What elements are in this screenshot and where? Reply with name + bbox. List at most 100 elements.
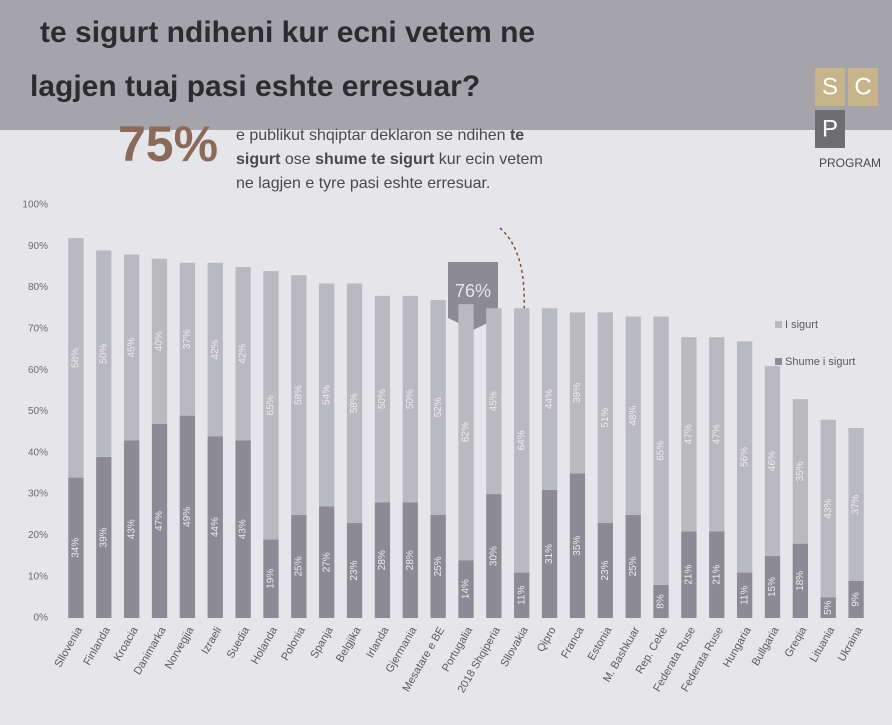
value-label: 52% <box>433 397 444 417</box>
title-band <box>0 0 892 130</box>
bar-segment <box>597 523 613 618</box>
y-tick-label: 50% <box>28 406 48 417</box>
y-tick-label: 10% <box>28 571 48 582</box>
value-label: 9% <box>851 592 862 607</box>
bar-segment <box>402 502 418 618</box>
value-label: 64% <box>516 430 527 450</box>
legend-label: Shume i sigurt <box>785 356 855 368</box>
value-label: 31% <box>544 544 555 564</box>
annotation-bold: shume te sigurt <box>315 151 435 168</box>
value-label: 21% <box>684 565 695 585</box>
bar-segment <box>681 337 697 532</box>
value-label: 39% <box>98 527 109 547</box>
bar-segment <box>68 477 84 618</box>
bar-segment <box>430 299 446 515</box>
value-label: 54% <box>321 385 332 405</box>
value-label: 45% <box>126 337 137 357</box>
bar-segment <box>96 250 112 457</box>
bar-segment <box>430 514 446 618</box>
value-label: 28% <box>405 550 416 570</box>
bar-segment <box>681 531 697 618</box>
value-label: 25% <box>433 556 444 576</box>
value-label: 46% <box>767 451 778 471</box>
legend-label: I sigurt <box>785 319 818 331</box>
bar-segment <box>263 539 279 618</box>
value-label: 14% <box>461 579 472 599</box>
bar-segment <box>625 316 641 515</box>
value-label: 51% <box>600 408 611 428</box>
bar-segment <box>597 312 613 524</box>
bar-segment <box>764 556 781 618</box>
value-label: 47% <box>711 424 722 444</box>
bar-segment <box>486 494 502 618</box>
logo-text: PROGRAM <box>819 156 881 170</box>
value-label: 18% <box>795 571 806 591</box>
logo-letter: C <box>854 73 871 100</box>
bar-segment <box>848 580 864 618</box>
bar-segment <box>319 283 335 507</box>
annotation-box: e publikut shqiptar deklaron se ndihen t… <box>236 124 546 196</box>
bar-segment <box>541 489 558 618</box>
value-label: 37% <box>851 494 862 514</box>
logo-box <box>815 110 845 148</box>
bar-segment <box>291 275 307 515</box>
legend-swatch <box>775 358 782 365</box>
value-label: 11% <box>516 586 527 605</box>
bar-segment <box>151 258 168 424</box>
bar-segment <box>709 531 725 618</box>
value-label: 50% <box>377 389 388 409</box>
value-label: 50% <box>98 344 109 364</box>
bar-segment <box>736 341 753 573</box>
logo-box <box>848 68 878 106</box>
value-label: 43% <box>823 498 834 518</box>
value-label: 56% <box>739 447 750 467</box>
value-label: 50% <box>405 389 416 409</box>
value-label: 34% <box>71 538 82 558</box>
bar-segment <box>123 254 140 441</box>
y-tick-label: 90% <box>28 241 48 252</box>
bar-segment <box>346 523 363 618</box>
value-label: 19% <box>266 569 277 589</box>
value-label: 58% <box>349 393 360 413</box>
y-tick-label: 100% <box>22 200 48 211</box>
bar-segment <box>764 366 781 557</box>
value-label: 43% <box>126 519 137 539</box>
logo-letter: S <box>822 73 838 100</box>
title-line: lagjen tuaj pasi eshte erresuar? <box>30 70 480 103</box>
bar-segment <box>458 560 474 618</box>
bar-segment <box>792 399 809 544</box>
annotation-text: ose <box>280 151 316 168</box>
bar-segment <box>346 283 363 524</box>
bar-segment <box>68 238 84 478</box>
bar-segment <box>96 456 112 618</box>
title-line: te sigurt ndiheni kur ecni vetem ne <box>40 16 535 49</box>
value-label: 65% <box>266 395 277 415</box>
bar-segment <box>736 572 753 618</box>
annotation: e publikut shqiptar deklaron se ndihen t… <box>236 124 546 196</box>
value-label: 15% <box>767 577 778 597</box>
value-label: 30% <box>489 546 500 566</box>
value-label: 47% <box>154 511 165 531</box>
annotation-bold: sigurt <box>236 151 281 168</box>
value-label: 48% <box>628 406 639 426</box>
value-label: 21% <box>711 565 722 585</box>
bar-segment <box>458 304 474 561</box>
bar-segment <box>820 419 836 598</box>
value-label: 58% <box>71 348 82 368</box>
value-label: 23% <box>349 560 360 580</box>
y-tick-label: 0% <box>34 613 49 624</box>
y-tick-label: 70% <box>28 324 48 335</box>
legend-swatch <box>775 321 782 328</box>
bar-segment <box>569 312 586 474</box>
value-label: 8% <box>656 594 667 609</box>
bar-segment <box>179 415 196 618</box>
y-tick-label: 20% <box>28 530 48 541</box>
bar-segment <box>625 514 641 618</box>
value-label: 44% <box>544 389 555 409</box>
value-label: 62% <box>461 422 472 442</box>
bar-segment <box>402 295 418 503</box>
value-label: 39% <box>572 383 583 403</box>
bar-segment <box>514 308 530 573</box>
value-label: 65% <box>656 441 667 461</box>
